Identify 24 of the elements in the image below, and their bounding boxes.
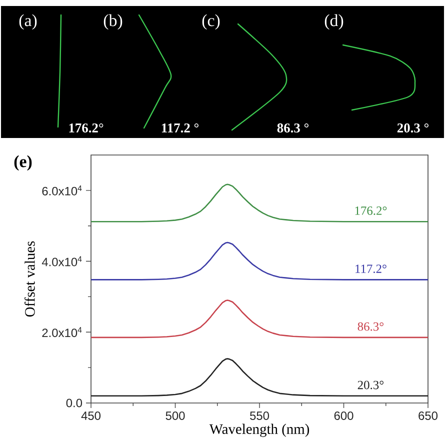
- text: (b): [104, 14, 122, 30]
- series-label: 86.3°: [358, 322, 384, 331]
- text: 86.3 °: [277, 123, 308, 133]
- y-axis-title: Offset values: [24, 241, 35, 317]
- y-tick-label: 2.0x10$^{4}$: [42, 327, 82, 338]
- y-tick-label: 6.0x10$^{4}$: [42, 185, 82, 196]
- text: 176.2°: [69, 123, 104, 133]
- series-label: 176.2°: [355, 206, 387, 215]
- series-label: 20.3°: [358, 380, 384, 390]
- x-tick-label: 450: [81, 412, 101, 420]
- x-tick-label: 550: [250, 412, 270, 420]
- x-axis-title: Wavelength (nm): [209, 424, 310, 437]
- series-label: 117.2°: [356, 264, 386, 274]
- x-tick-label: 600: [334, 412, 354, 420]
- text: (d): [324, 14, 344, 30]
- text: (a): [19, 14, 37, 30]
- x-tick-label: 500: [166, 412, 185, 420]
- text: 20.3 °: [397, 123, 428, 133]
- text: (c): [202, 14, 220, 30]
- text: (e): [14, 155, 32, 171]
- x-tick-label: 650: [418, 412, 438, 420]
- y-tick-label: 4.0x10$^{4}$: [42, 256, 82, 266]
- y-tick-label: 0.0: [66, 398, 82, 408]
- text: 117.2 °: [162, 123, 198, 133]
